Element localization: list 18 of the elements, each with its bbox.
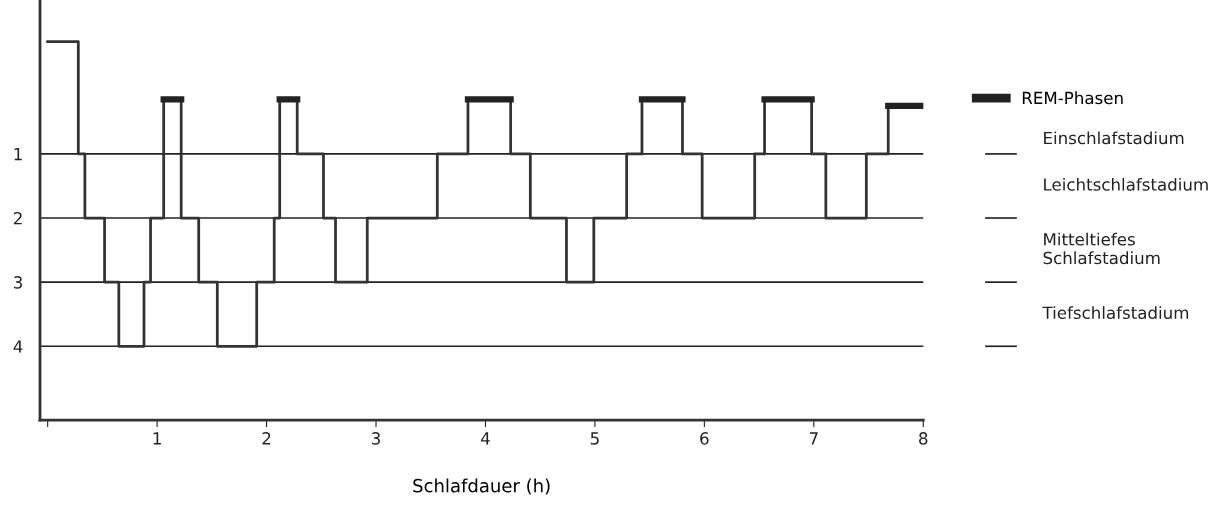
x-tick-label: 5: [590, 432, 599, 445]
y-tick-label: 4: [13, 340, 23, 353]
x-tick-label: 4: [480, 432, 490, 445]
x-tick-label: 2: [262, 432, 271, 445]
x-axis-title: Schlafdauer (h): [413, 478, 550, 495]
y-tick-label: 2: [13, 211, 22, 225]
y-tick-label: 3: [14, 276, 22, 289]
x-tick-label: 3: [371, 432, 380, 445]
legend-label: REM-Phasen: [1022, 91, 1123, 105]
text: Einschlafstadium: [1044, 131, 1184, 145]
text: Tiefschlafstadium: [1042, 306, 1189, 320]
text: Mitteltiefes Schlafstadium: [1043, 232, 1160, 265]
x-tick-label: 1: [153, 432, 161, 445]
x-tick-label: 7: [809, 432, 818, 445]
text: Leichtschlafstadium: [1044, 177, 1208, 191]
x-tick-label: 8: [919, 432, 928, 445]
y-tick-label: 1: [14, 148, 22, 161]
x-tick-label: 6: [700, 432, 709, 445]
